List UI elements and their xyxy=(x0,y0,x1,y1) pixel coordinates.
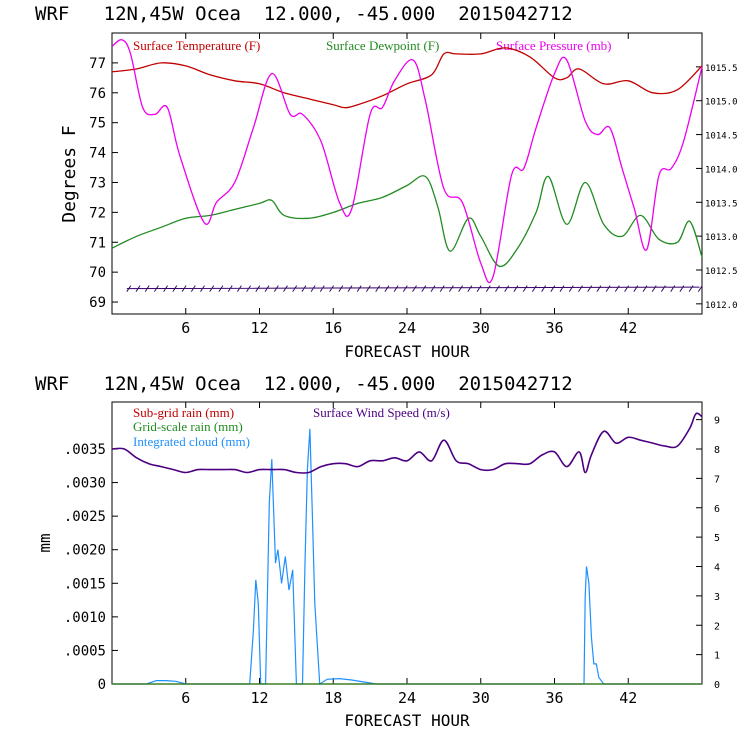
y-tick-label-left: 75 xyxy=(89,116,106,132)
series-line-temperature xyxy=(111,47,703,109)
legend-entry: Sub-grid rain (mm) xyxy=(133,405,234,420)
x-tick-label: 18 xyxy=(324,689,342,707)
y-tick-label-left: 0 xyxy=(98,677,106,693)
y-tick-label-right: 1012.0 xyxy=(705,301,738,311)
series-line-wind_speed xyxy=(111,412,703,474)
y-tick-label-left: 77 xyxy=(89,56,106,72)
x-tick-label: 12 xyxy=(250,319,268,337)
x-tick-label: 30 xyxy=(472,319,490,337)
y-tick-label-right: 6 xyxy=(714,504,720,515)
y-tick-label-left: 72 xyxy=(89,205,106,221)
legend-entry: Grid-scale rain (mm) xyxy=(133,419,243,434)
legend-entry: Surface Wind Speed (m/s) xyxy=(313,405,450,420)
y-tick-label-left: 69 xyxy=(89,295,106,311)
y-axis-label-2: mm xyxy=(35,533,54,552)
x-tick-label: 24 xyxy=(398,319,416,337)
y-tick-label-right: 1014.5 xyxy=(705,132,738,142)
x-tick-label: 36 xyxy=(545,689,563,707)
x-tick-label: 36 xyxy=(545,319,563,337)
wind-barbs xyxy=(126,285,703,292)
legend-entry: Surface Temperature (F) xyxy=(133,38,260,53)
y-tick-label-right: 1013.0 xyxy=(705,233,738,243)
y-tick-label-right: 3 xyxy=(714,592,720,603)
y-tick-label-left: 73 xyxy=(89,175,106,191)
x-tick-label: 6 xyxy=(181,319,190,337)
y-tick-label-right: 9 xyxy=(714,416,720,427)
y-tick-label-left: .0030 xyxy=(64,476,106,492)
y-tick-label-right: 1013.5 xyxy=(705,199,738,209)
y-tick-label-left: .0020 xyxy=(64,543,106,559)
series-line-cloud xyxy=(112,428,702,686)
x-tick-label: 42 xyxy=(619,319,637,337)
y-tick-label-right: 1 xyxy=(714,651,720,662)
x-tick-label: 12 xyxy=(250,689,268,707)
y-axis-label-1: Degrees F xyxy=(59,125,80,223)
y-tick-label-left: .0025 xyxy=(64,509,106,525)
series-line-dewpoint xyxy=(111,175,703,268)
y-tick-label-right: 8 xyxy=(714,445,720,456)
y-tick-label-right: 1014.0 xyxy=(705,165,738,175)
y-tick-label-left: 76 xyxy=(89,86,106,102)
y-tick-label-right: 7 xyxy=(714,474,720,485)
y-tick-label-left: .0010 xyxy=(64,610,106,626)
y-tick-label-right: 4 xyxy=(714,563,720,574)
y-tick-label-left: 74 xyxy=(89,146,106,162)
y-tick-label-right: 1012.5 xyxy=(705,267,738,277)
y-tick-label-left: .0035 xyxy=(64,442,106,458)
x-tick-label: 6 xyxy=(181,689,190,707)
y-tick-label-left: .0005 xyxy=(64,643,106,659)
legend-entry: Surface Pressure (mb) xyxy=(496,38,612,53)
y-tick-label-left: 70 xyxy=(89,265,106,281)
plot-frame-1 xyxy=(111,32,703,315)
x-tick-label: 42 xyxy=(619,689,637,707)
x-tick-label: 16 xyxy=(324,319,342,337)
x-tick-label: 30 xyxy=(472,689,490,707)
y-tick-label-left: 71 xyxy=(89,235,106,251)
legend-entry: Surface Dewpoint (F) xyxy=(326,38,439,53)
y-tick-label-right: 1015.0 xyxy=(705,98,738,108)
chart-title-2: WRF 12N,45W Ocea 12.000, -45.000 2015042… xyxy=(35,373,573,395)
y-tick-label-right: 1015.5 xyxy=(705,64,738,74)
legend-entry: Integrated cloud (mm) xyxy=(133,434,250,449)
x-tick-label: 24 xyxy=(398,689,416,707)
y-tick-label-right: 5 xyxy=(714,533,720,544)
chart-title-1: WRF 12N,45W Ocea 12.000, -45.000 2015042… xyxy=(35,3,573,25)
x-axis-label-2: FORECAST HOUR xyxy=(344,711,470,730)
x-axis-label-1: FORECAST HOUR xyxy=(344,342,470,361)
y-tick-label-right: 0 xyxy=(714,680,720,691)
y-tick-label-right: 2 xyxy=(714,621,720,632)
y-tick-label-left: .0015 xyxy=(64,576,106,592)
series-line-pressure xyxy=(111,39,703,284)
